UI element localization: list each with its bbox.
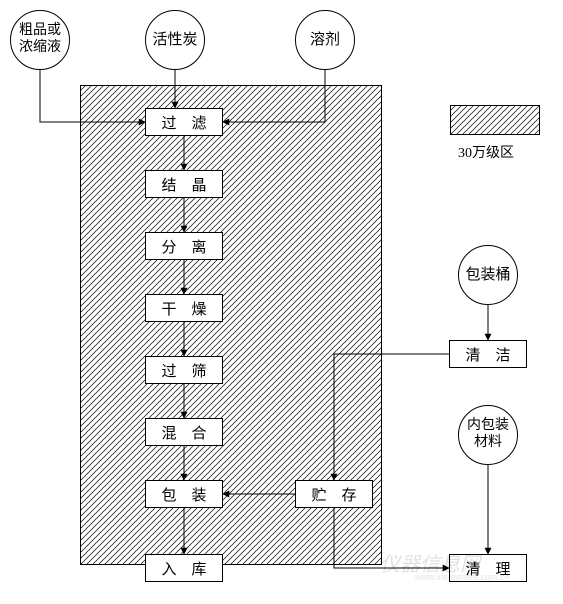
legend-label: 30万级区 bbox=[458, 142, 514, 162]
flowchart-canvas: 30万级区 粗品或 浓缩液 活性炭 bbox=[0, 0, 563, 604]
node-dry-label: 干 燥 bbox=[161, 298, 206, 319]
node-clean: 清 洁 bbox=[449, 340, 527, 368]
node-mix-label: 混 合 bbox=[161, 422, 206, 443]
node-dry: 干 燥 bbox=[145, 294, 223, 322]
node-store: 入 库 bbox=[145, 554, 223, 582]
node-filter-label: 过 滤 bbox=[161, 112, 206, 133]
node-barrel: 包装桶 bbox=[458, 245, 518, 305]
node-sieve: 过 筛 bbox=[145, 356, 223, 384]
watermark-text2: www.instrument.com.cn bbox=[415, 572, 510, 582]
node-stock: 贮 存 bbox=[295, 480, 373, 508]
node-filter: 过 滤 bbox=[145, 108, 223, 136]
node-cryst-label: 结 晶 bbox=[161, 174, 206, 195]
node-separate: 分 离 bbox=[145, 232, 223, 260]
node-separate-label: 分 离 bbox=[161, 236, 206, 257]
node-inner: 内包装 材料 bbox=[458, 405, 518, 465]
node-store-label: 入 库 bbox=[161, 558, 206, 579]
node-carbon: 活性炭 bbox=[145, 10, 205, 70]
node-clean-label: 清 洁 bbox=[465, 344, 510, 365]
node-inner-label: 内包装 材料 bbox=[467, 418, 509, 452]
node-sieve-label: 过 筛 bbox=[161, 360, 206, 381]
node-barrel-label: 包装桶 bbox=[465, 266, 510, 284]
node-solvent: 溶剂 bbox=[295, 10, 355, 70]
node-solvent-label: 溶剂 bbox=[310, 31, 340, 49]
node-pack-label: 包 装 bbox=[161, 484, 206, 505]
node-carbon-label: 活性炭 bbox=[152, 31, 197, 49]
node-cryst: 结 晶 bbox=[145, 170, 223, 198]
node-pack: 包 装 bbox=[145, 480, 223, 508]
node-raw: 粗品或 浓缩液 bbox=[10, 10, 70, 70]
node-stock-label: 贮 存 bbox=[311, 484, 356, 505]
node-raw-label: 粗品或 浓缩液 bbox=[19, 23, 61, 57]
node-mix: 混 合 bbox=[145, 418, 223, 446]
